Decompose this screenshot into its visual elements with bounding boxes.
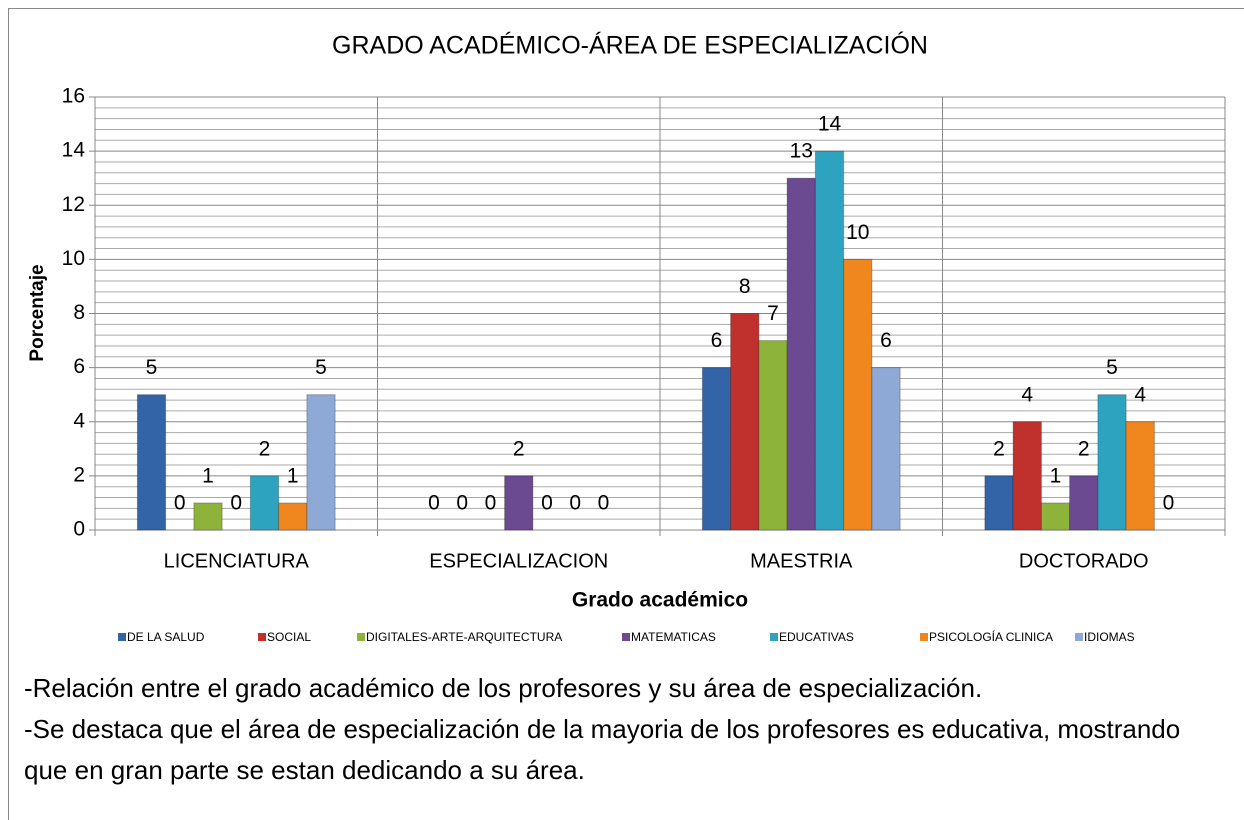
bar: [306, 394, 336, 531]
note: -Se destaca que el área de especializaci…: [24, 714, 1181, 785]
data-label: 0: [541, 492, 553, 515]
y-tick-label: 8: [73, 301, 85, 324]
legend-label: EDUCATIVAS: [779, 630, 854, 644]
chart-title: GRADO ACADÉMICO-ÁREA DE ESPECIALIZACIÓN: [332, 31, 928, 60]
data-label: 1: [202, 464, 214, 487]
data-label: 0: [456, 492, 468, 515]
legend-swatch: [920, 633, 928, 641]
data-label: 2: [259, 437, 271, 460]
legend-label: SOCIAL: [267, 630, 311, 644]
y-tick-label: 4: [73, 409, 85, 432]
data-label: 4: [1134, 383, 1146, 406]
y-tick-label: 6: [73, 355, 85, 378]
x-tick-label: LICENCIATURA: [164, 550, 310, 572]
data-label: 0: [569, 492, 581, 515]
bar: [1125, 421, 1155, 531]
data-label: 13: [790, 140, 813, 163]
bar: [504, 475, 534, 531]
x-tick-label: DOCTORADO: [1019, 550, 1149, 572]
data-label: 2: [1078, 437, 1090, 460]
data-label: 0: [230, 492, 242, 515]
data-label: 6: [711, 329, 723, 352]
bar: [730, 313, 760, 531]
data-label: 2: [993, 437, 1005, 460]
bar: [701, 367, 732, 531]
data-label: 6: [880, 329, 892, 352]
legend-label: DIGITALES-ARTE-ARQUITECTURA: [366, 630, 562, 644]
y-axis-title: Porcentaje: [27, 264, 48, 361]
data-label: 2: [513, 437, 525, 460]
bar: [758, 340, 788, 531]
data-label: 0: [1163, 492, 1175, 515]
bar: [278, 502, 308, 531]
bar: [1040, 502, 1071, 531]
bar: [1069, 475, 1099, 531]
frame: [8, 8, 1244, 820]
legend-swatch: [622, 633, 630, 641]
bar: [193, 502, 223, 531]
data-label: 0: [428, 492, 440, 515]
data-label: 0: [174, 492, 186, 515]
y-tick-label: 16: [62, 85, 85, 108]
bar: [871, 367, 901, 531]
bar: [1097, 394, 1127, 531]
legend-label: PSICOLOGÍA CLINICA: [929, 629, 1053, 644]
bar: [786, 177, 816, 531]
legend-swatch: [258, 633, 266, 641]
legend-label: DE LA SALUD: [127, 630, 205, 644]
data-label: 0: [485, 492, 497, 515]
data-label: 10: [846, 221, 869, 244]
x-tick-label: MAESTRIA: [750, 550, 853, 572]
y-tick-label: 12: [62, 193, 85, 216]
data-label: 7: [767, 302, 779, 325]
bar: [814, 150, 845, 531]
data-label: 1: [287, 464, 299, 487]
data-label: 5: [315, 356, 327, 379]
data-label: 8: [739, 275, 751, 298]
data-label: 1: [1050, 464, 1062, 487]
data-label: 14: [818, 113, 842, 136]
bar: [984, 475, 1014, 531]
y-tick-label: 14: [62, 139, 86, 162]
legend-label: MATEMATICAS: [631, 630, 716, 644]
bar: [249, 475, 280, 531]
data-label: 5: [146, 356, 158, 379]
y-tick-label: 10: [62, 247, 85, 270]
bar: [843, 258, 873, 531]
notes: -Relación entre el grado académico de lo…: [24, 668, 1224, 791]
y-tick-label: 0: [73, 518, 85, 541]
legend-label: IDIOMAS: [1084, 630, 1135, 644]
legend-swatch: [118, 633, 126, 641]
bar: [136, 394, 167, 531]
y-tick-label: 2: [73, 463, 85, 486]
bar: [1012, 421, 1042, 531]
x-axis-title: Grado académico: [572, 589, 748, 612]
legend-swatch: [770, 633, 778, 641]
legend-swatch: [1075, 633, 1083, 641]
x-tick-label: ESPECIALIZACION: [429, 550, 608, 572]
legend-swatch: [357, 633, 365, 641]
note: -Relación entre el grado académico de lo…: [24, 673, 983, 703]
data-label: 0: [598, 492, 610, 515]
data-label: 4: [1021, 383, 1033, 406]
data-label: 5: [1106, 356, 1118, 379]
